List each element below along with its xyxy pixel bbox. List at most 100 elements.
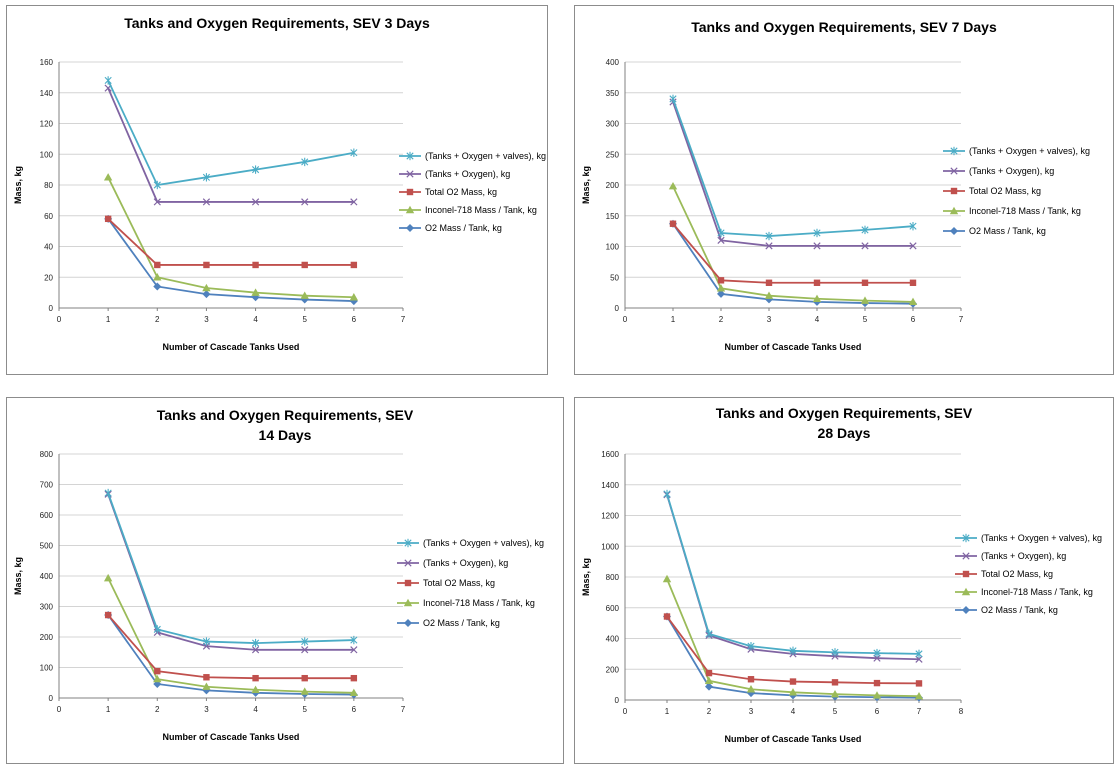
x-tick-label: 3 bbox=[749, 707, 754, 716]
chart-title: Tanks and Oxygen Requirements, SEV bbox=[716, 405, 973, 421]
data-point bbox=[705, 669, 713, 677]
series-4 bbox=[103, 173, 359, 301]
legend-label: (Tanks + Oxygen), kg bbox=[969, 166, 1054, 176]
x-tick-label: 0 bbox=[57, 315, 62, 324]
legend-marker bbox=[405, 205, 415, 214]
y-tick-label: 200 bbox=[40, 633, 54, 642]
series-line bbox=[107, 176, 354, 299]
data-point bbox=[301, 637, 309, 646]
legend-entry: O2 Mass / Tank, kg bbox=[397, 618, 500, 628]
chart-7-days: Tanks and Oxygen Requirements, SEV 7 Day… bbox=[581, 19, 1090, 352]
data-point bbox=[300, 291, 309, 299]
data-point bbox=[717, 228, 725, 238]
data-point bbox=[765, 242, 773, 250]
data-point bbox=[251, 198, 260, 206]
y-tick-label: 20 bbox=[44, 273, 53, 282]
x-tick-label: 6 bbox=[911, 315, 916, 324]
data-point bbox=[873, 679, 881, 687]
series-line bbox=[107, 493, 354, 651]
chart-3-days: Tanks and Oxygen Requirements, SEV 3 Day… bbox=[13, 15, 546, 352]
data-point bbox=[747, 676, 755, 683]
data-point bbox=[350, 148, 358, 157]
data-point bbox=[908, 297, 918, 306]
x-tick-label: 6 bbox=[875, 707, 880, 716]
data-point bbox=[704, 676, 714, 684]
data-point bbox=[251, 638, 260, 648]
y-tick-label: 400 bbox=[606, 58, 620, 67]
data-point bbox=[909, 222, 917, 231]
legend-entry: Total O2 Mass, kg bbox=[397, 578, 495, 588]
data-point bbox=[104, 488, 112, 498]
y-tick-label: 700 bbox=[40, 481, 54, 490]
legend-label: (Tanks + Oxygen), kg bbox=[425, 169, 510, 179]
x-tick-label: 4 bbox=[253, 315, 258, 324]
data-point bbox=[251, 288, 260, 296]
series-line bbox=[666, 616, 920, 699]
y-tick-label: 50 bbox=[610, 273, 619, 282]
series-line bbox=[672, 98, 914, 237]
data-point bbox=[104, 76, 112, 85]
legend-marker bbox=[403, 598, 413, 607]
x-tick-label: 1 bbox=[671, 315, 676, 324]
data-point bbox=[251, 685, 260, 693]
y-tick-label: 250 bbox=[606, 150, 620, 159]
data-point bbox=[202, 173, 211, 182]
x-axis-label: Number of Cascade Tanks Used bbox=[725, 342, 862, 352]
x-tick-label: 3 bbox=[204, 705, 209, 714]
y-tick-label: 200 bbox=[606, 665, 620, 674]
y-tick-label: 200 bbox=[606, 181, 620, 190]
data-point bbox=[831, 679, 839, 686]
y-tick-label: 120 bbox=[40, 120, 54, 129]
series-line bbox=[672, 223, 914, 305]
legend-marker bbox=[404, 579, 412, 587]
data-point bbox=[717, 277, 725, 284]
y-tick-label: 40 bbox=[44, 243, 53, 252]
series-3 bbox=[669, 220, 917, 286]
series-1 bbox=[104, 76, 358, 190]
y-tick-label: 1200 bbox=[601, 512, 619, 521]
legend-marker bbox=[404, 619, 412, 627]
y-tick-label: 600 bbox=[40, 511, 54, 520]
data-point bbox=[349, 293, 359, 301]
data-point bbox=[349, 688, 359, 697]
series-4 bbox=[668, 182, 918, 306]
data-point bbox=[830, 689, 840, 698]
y-axis-label: Mass, kg bbox=[581, 166, 591, 204]
series-2 bbox=[669, 98, 917, 250]
data-point bbox=[153, 674, 162, 683]
x-tick-label: 0 bbox=[623, 315, 628, 324]
x-tick-label: 4 bbox=[791, 707, 796, 716]
data-point bbox=[872, 691, 882, 699]
legend-entry: (Tanks + Oxygen + valves), kg bbox=[397, 538, 544, 548]
data-point bbox=[909, 242, 917, 250]
y-tick-label: 100 bbox=[40, 664, 54, 673]
data-point bbox=[717, 236, 725, 244]
chart-panel-3-days: Tanks and Oxygen Requirements, SEV 3 Day… bbox=[6, 5, 548, 375]
legend-entry: (Tanks + Oxygen + valves), kg bbox=[399, 151, 546, 161]
data-point bbox=[301, 646, 309, 654]
data-point bbox=[746, 685, 756, 693]
x-tick-label: 5 bbox=[833, 707, 838, 716]
data-point bbox=[153, 273, 162, 281]
data-point bbox=[669, 94, 677, 104]
data-point bbox=[813, 279, 821, 286]
data-point bbox=[301, 261, 308, 269]
y-tick-label: 800 bbox=[40, 450, 54, 459]
data-point bbox=[350, 261, 358, 269]
x-tick-label: 5 bbox=[302, 315, 307, 324]
chart-panel-7-days: Tanks and Oxygen Requirements, SEV 7 Day… bbox=[574, 5, 1114, 375]
x-tick-label: 7 bbox=[959, 315, 964, 324]
y-tick-label: 300 bbox=[40, 603, 54, 612]
data-point bbox=[350, 674, 358, 682]
legend-label: Total O2 Mass, kg bbox=[423, 578, 495, 588]
legend-marker bbox=[950, 146, 958, 156]
legend-label: Total O2 Mass, kg bbox=[425, 187, 497, 197]
data-point bbox=[765, 231, 773, 241]
data-point bbox=[873, 654, 881, 662]
y-tick-label: 800 bbox=[606, 573, 620, 582]
y-tick-label: 0 bbox=[615, 304, 620, 313]
y-tick-label: 1600 bbox=[601, 450, 619, 459]
data-point bbox=[861, 225, 869, 235]
data-point bbox=[873, 648, 881, 658]
data-point bbox=[716, 284, 726, 292]
